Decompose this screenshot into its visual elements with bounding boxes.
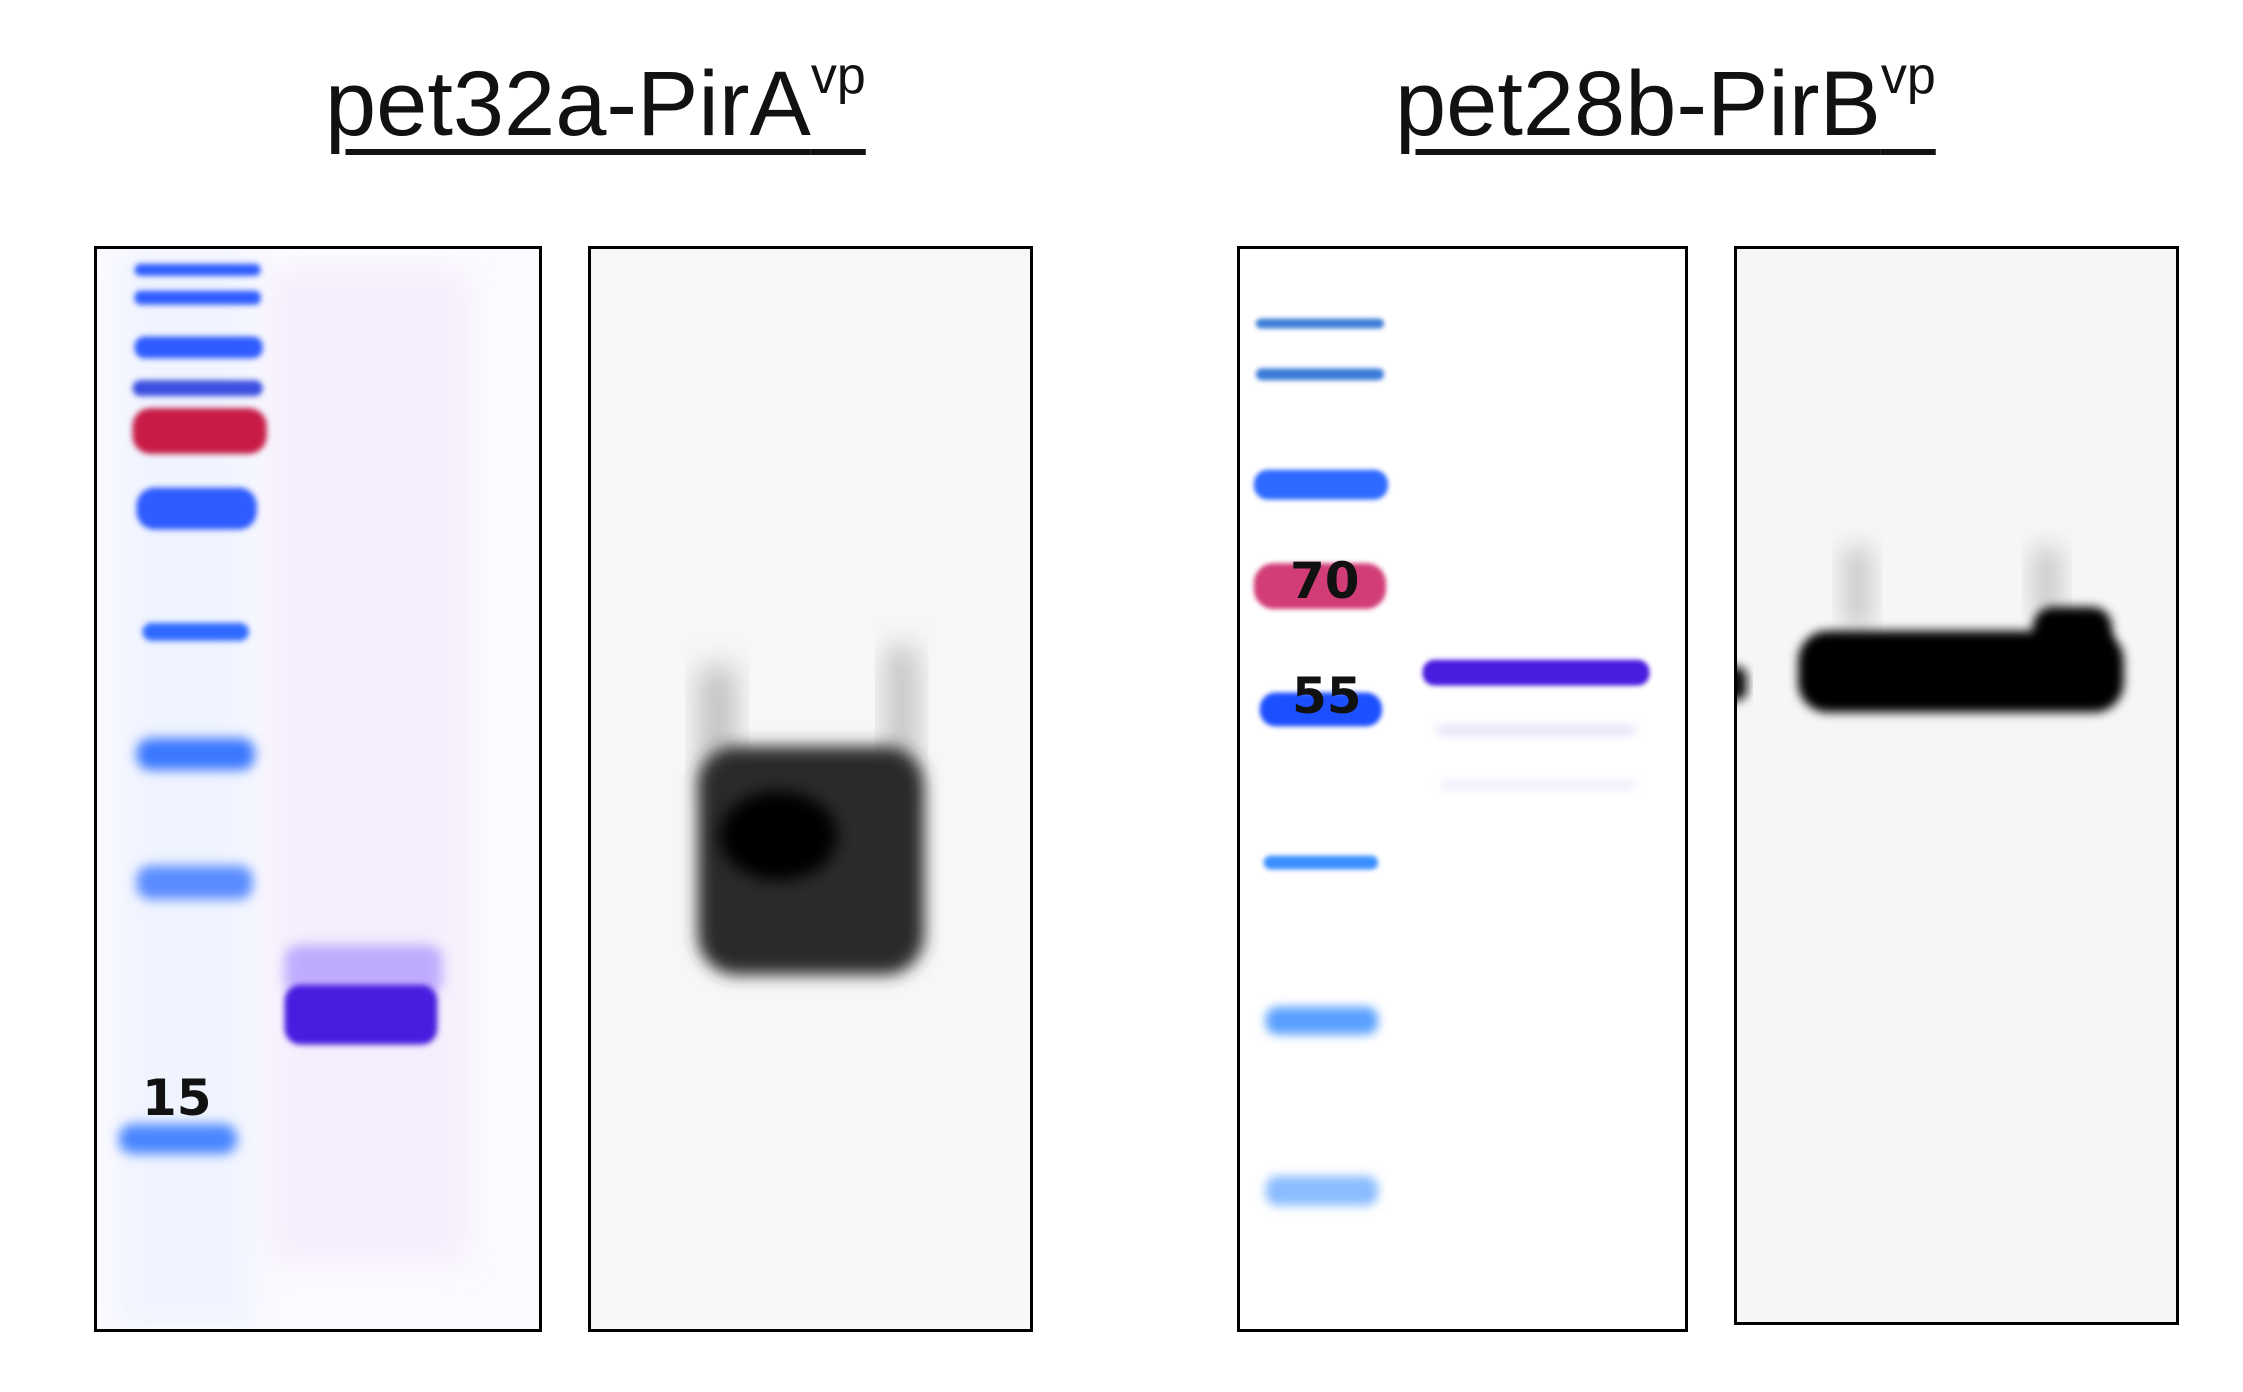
pirb-ladder: [1253, 318, 1389, 1206]
right-title-superscript: vp: [1880, 47, 1936, 105]
pira-blot-band: [697, 646, 925, 975]
left-title-superscript: vp: [810, 47, 866, 105]
left-title-text: pet32a-PirA: [325, 53, 811, 155]
pira-ladder: [118, 263, 267, 1154]
pira-marker-15: 15: [142, 1069, 212, 1127]
pirb-marker-70: 70: [1290, 552, 1360, 610]
right-figure-title: pet28b-PirBvp: [1395, 47, 1936, 157]
pirb-blot-band: [1737, 547, 2124, 713]
pira-gel-image: [97, 249, 539, 1329]
pirb-sds-page-gel: 70 55: [1237, 246, 1688, 1332]
left-figure-title: pet32a-PirAvp: [325, 47, 866, 157]
pirb-marker-55: 55: [1292, 667, 1362, 725]
pira-western-blot: [588, 246, 1033, 1332]
pirb-blot-image: [1737, 249, 2176, 1322]
pira-protein-band: [284, 945, 443, 1045]
pira-sds-page-gel: 15: [94, 246, 542, 1332]
pira-blot-image: [591, 249, 1030, 1329]
pirb-gel-image: [1240, 249, 1685, 1329]
pirb-western-blot: [1734, 246, 2179, 1325]
right-title-text: pet28b-PirB: [1395, 53, 1881, 155]
pirb-protein-band: [1422, 659, 1650, 789]
